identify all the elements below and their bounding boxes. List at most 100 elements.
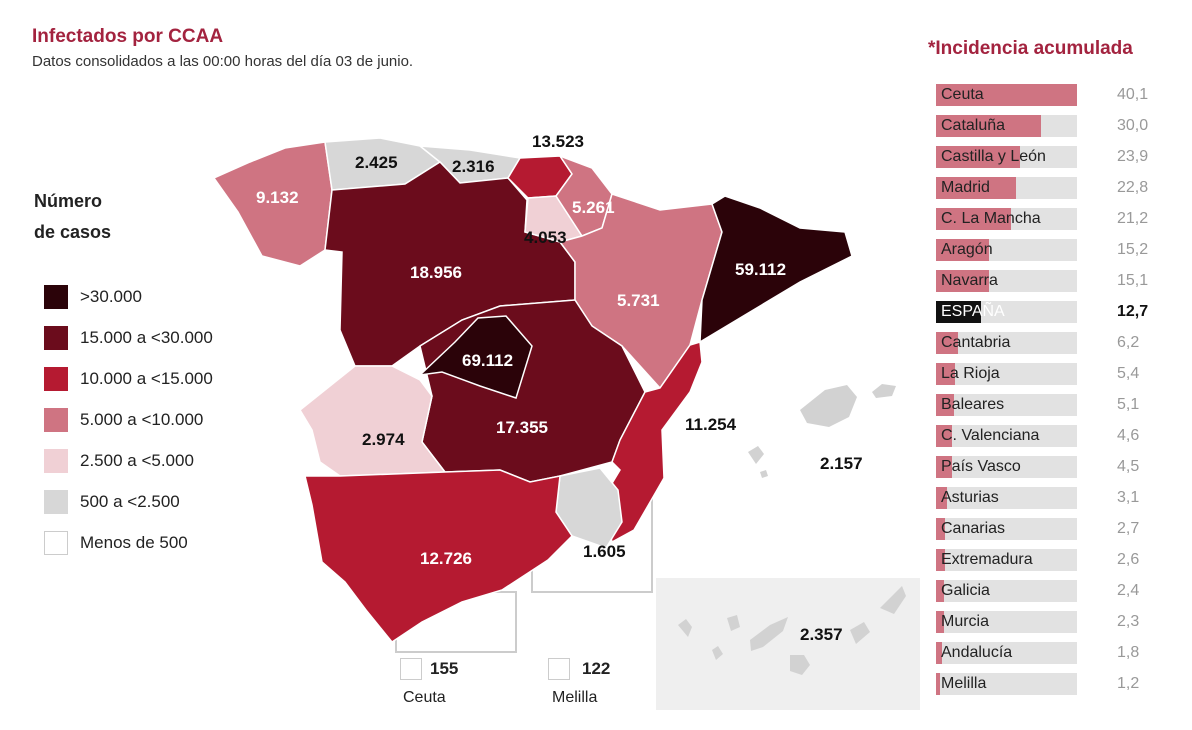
legend-title-line1: Número [34, 191, 103, 211]
bar-label: Melilla [941, 675, 987, 692]
bar [936, 332, 958, 354]
label-c-valenciana: 11.254 [685, 415, 737, 434]
bar-row: Canarias 2,7 [936, 518, 1176, 549]
bar [936, 611, 945, 633]
bar-row: C. Valenciana 4,6 [936, 425, 1176, 456]
label-extremadura: 2.974 [362, 430, 405, 449]
bar [936, 425, 953, 447]
bar-label: La Rioja [941, 365, 1000, 382]
region-c-valenciana[interactable] [601, 341, 703, 544]
legend-swatch [44, 407, 68, 432]
bar-row: Galicia 2,4 [936, 580, 1176, 611]
bar-value: 3,1 [1117, 489, 1140, 506]
bar-row: Ceuta 40,1 [936, 84, 1176, 115]
bar-row: Madrid 22,8 [936, 177, 1176, 208]
legend-title-line2: de casos [34, 222, 112, 242]
legend-title: Número de casos [34, 186, 111, 248]
bar [936, 84, 1077, 106]
label-castilla-la-mancha: 17.355 [496, 418, 548, 437]
bar-row: Melilla 1,2 [936, 673, 1176, 704]
region-baleares[interactable] [748, 384, 896, 478]
bar-track [936, 332, 1077, 354]
label-asturias: 2.425 [355, 153, 398, 172]
bar-row: Asturias 3,1 [936, 487, 1176, 518]
melilla-name: Melilla [552, 689, 598, 706]
legend-swatch [44, 325, 68, 350]
bar-track [936, 642, 1077, 664]
bar [936, 487, 947, 509]
legend-item: 2.500 a <5.000 [44, 440, 213, 481]
legend-item: 5.000 a <10.000 [44, 399, 213, 440]
label-baleares: 2.157 [820, 454, 863, 473]
bar-value: 23,9 [1117, 148, 1149, 165]
label-aragon: 5.731 [617, 291, 660, 310]
bar-track [936, 208, 1077, 230]
ceuta-swatch[interactable] [400, 658, 422, 680]
bar-label: Aragón [941, 241, 993, 258]
bar [936, 239, 990, 261]
label-andalucia: 12.726 [420, 549, 472, 568]
bar-row: Cataluña 30,0 [936, 115, 1176, 146]
page-title: Infectados por CCAA [32, 26, 224, 47]
bar-label: Cataluña [941, 117, 1006, 134]
bar-row: La Rioja 5,4 [936, 363, 1176, 394]
bar-value: 15,2 [1117, 241, 1149, 258]
bar [936, 394, 954, 416]
bar-label: Murcia [941, 613, 990, 630]
legend-label: 15.000 a <30.000 [80, 327, 213, 347]
region-canarias[interactable] [678, 586, 906, 675]
bar-value: 2,3 [1117, 613, 1140, 630]
bar-value: 40,1 [1117, 86, 1149, 103]
bar-row: Castilla y León 23,9 [936, 146, 1176, 177]
label-cataluna: 59.112 [735, 260, 786, 279]
region-madrid[interactable] [417, 315, 533, 399]
bar [936, 270, 990, 292]
region-extremadura[interactable] [299, 365, 447, 477]
label-castilla-leon: 18.956 [410, 263, 462, 282]
bar-track [936, 301, 1077, 323]
label-murcia: 1.605 [583, 542, 626, 561]
bar [936, 518, 946, 540]
bar-track [936, 425, 1077, 447]
map-labels: 9.132 2.425 2.316 13.523 5.261 4.053 18.… [256, 132, 863, 644]
bar [936, 208, 1011, 230]
legend-swatch [44, 366, 68, 391]
bar-track [936, 487, 1077, 509]
bar-value: 1,8 [1117, 644, 1140, 661]
bar-label: Navarra [941, 272, 998, 289]
bar-row: Aragón 15,2 [936, 239, 1176, 270]
bar [936, 580, 945, 602]
bar-label: Galicia [941, 582, 990, 599]
legend-item: 10.000 a <15.000 [44, 358, 213, 399]
label-galicia: 9.132 [256, 188, 299, 207]
canarias-inset [656, 578, 920, 710]
legend-swatch [44, 284, 68, 309]
bar-track [936, 84, 1077, 106]
bar-value: 5,1 [1117, 396, 1140, 413]
bar-track [936, 611, 1077, 633]
region-cataluna[interactable] [699, 195, 853, 344]
bar-label: ESPAÑA [941, 303, 1005, 320]
bar-track [936, 115, 1077, 137]
bar-label: Andalucía [941, 644, 1013, 661]
legend-swatch [44, 448, 68, 473]
label-melilla: 122 [582, 659, 611, 678]
bar-track [936, 580, 1077, 602]
bar-label: País Vasco [941, 458, 1021, 475]
label-pais-vasco: 13.523 [532, 132, 584, 151]
bar-value: 2,7 [1117, 520, 1140, 537]
bar-value: 2,6 [1117, 551, 1140, 568]
bar-label: Canarias [941, 520, 1006, 537]
region-andalucia[interactable] [304, 469, 573, 644]
bar-label: Baleares [941, 396, 1005, 413]
page-subtitle: Datos consolidados a las 00:00 horas del… [32, 53, 414, 70]
legend-label: Menos de 500 [80, 532, 188, 552]
canarias-islands [678, 586, 906, 675]
bar [936, 549, 946, 571]
melilla-swatch[interactable] [548, 658, 570, 680]
bar-value: 4,6 [1117, 427, 1140, 444]
bar [936, 456, 952, 478]
legend-label: 2.500 a <5.000 [80, 450, 194, 470]
